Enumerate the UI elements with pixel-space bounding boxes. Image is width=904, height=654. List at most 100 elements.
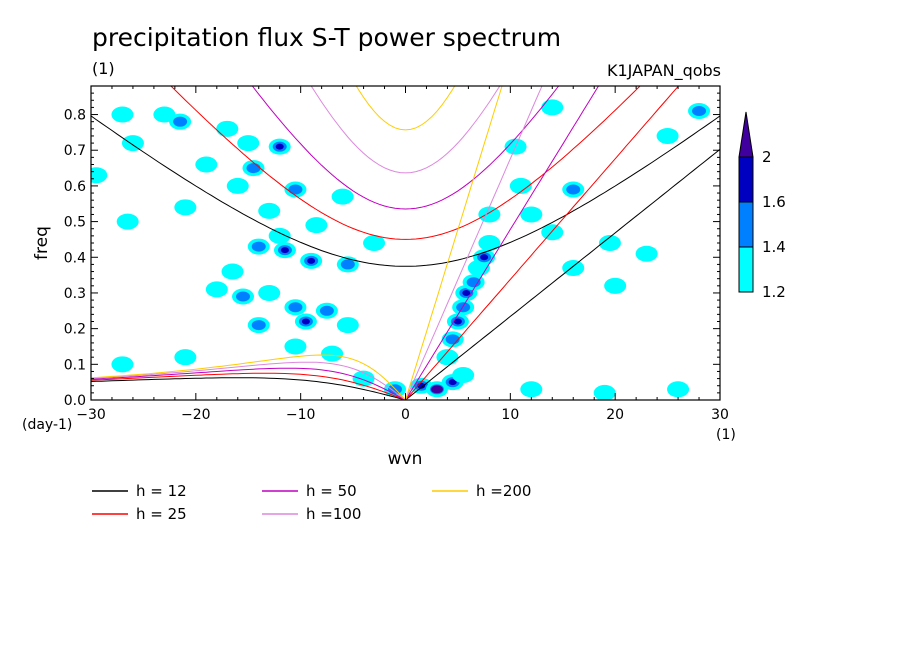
contour-blob-core bbox=[280, 247, 289, 254]
contour-blob-core bbox=[288, 302, 303, 313]
contour-blob bbox=[174, 349, 197, 366]
rossby-curve bbox=[91, 372, 406, 400]
contour-blob-core bbox=[236, 291, 251, 302]
contour-blob-core bbox=[251, 320, 266, 331]
contour-blob-core bbox=[275, 143, 284, 150]
contour-blob bbox=[541, 224, 564, 241]
x-tick-label: 30 bbox=[711, 407, 729, 423]
contour-blob bbox=[91, 167, 108, 184]
legend-label: h = 25 bbox=[136, 505, 187, 523]
contour-blob bbox=[258, 284, 281, 301]
contour-blob bbox=[226, 177, 249, 194]
contour-blob bbox=[593, 384, 616, 400]
contour-blob-core bbox=[448, 379, 457, 386]
contour-blob-core bbox=[307, 257, 316, 264]
contour-blob bbox=[258, 202, 281, 219]
contour-blob bbox=[352, 370, 375, 387]
rossby-curve bbox=[91, 361, 406, 400]
contour-blob bbox=[635, 245, 658, 262]
contour-blob-core bbox=[692, 105, 707, 116]
y-tick-label: 0.6 bbox=[64, 179, 86, 195]
contour-blob bbox=[541, 99, 564, 116]
contour-blob bbox=[221, 263, 244, 280]
x-unit-label: (1) bbox=[716, 427, 736, 443]
contour-blob-core bbox=[319, 305, 334, 316]
colorbar-label: 1.2 bbox=[762, 283, 786, 301]
kelvin-curve bbox=[405, 86, 543, 400]
contour-blob bbox=[237, 135, 260, 152]
contour-blob-core bbox=[288, 184, 303, 195]
contour-blob bbox=[111, 106, 134, 123]
contour-blob bbox=[436, 349, 459, 366]
contour-blob bbox=[331, 188, 354, 205]
contour-blob bbox=[116, 213, 139, 230]
x-tick-label: −20 bbox=[181, 407, 211, 423]
y-tick-label: 0.1 bbox=[64, 357, 86, 373]
colorbar: 2 1.6 1.4 1.2 bbox=[738, 111, 786, 301]
y-tick-label: 0.2 bbox=[64, 322, 86, 338]
y-tick-label: 0.5 bbox=[64, 215, 86, 231]
contour-blob bbox=[478, 235, 501, 251]
x-tick-label: 20 bbox=[606, 407, 624, 423]
gravity-curve bbox=[355, 86, 456, 131]
contour-blob-core bbox=[340, 259, 355, 270]
contour-blob-core bbox=[301, 318, 310, 325]
contour-blob bbox=[205, 281, 228, 298]
contour-blob-core bbox=[453, 318, 462, 325]
legend-label: h = 12 bbox=[136, 482, 187, 500]
y-tick-label: 0.4 bbox=[64, 250, 86, 266]
contour-blob bbox=[667, 381, 690, 398]
legend-label: h =200 bbox=[476, 482, 531, 500]
contour-blob-core bbox=[480, 254, 489, 261]
y-tick-label: 0.3 bbox=[64, 286, 86, 302]
axis-ticks: −30 −20 −10 0 10 20 30 0.0 0.1 0.2 0.3 0.4 0.5 0.6 0.7… bbox=[64, 86, 729, 423]
contour-blob-core bbox=[466, 277, 481, 288]
contour-fill-layer bbox=[91, 99, 711, 400]
contour-blob-core bbox=[566, 184, 581, 195]
contour-blob bbox=[111, 356, 134, 373]
colorbar-box bbox=[738, 156, 754, 203]
legend-label: h =100 bbox=[306, 505, 361, 523]
contour-blob bbox=[363, 235, 386, 251]
contour-blob bbox=[305, 217, 328, 234]
y-unit-label: (day-1) bbox=[22, 417, 72, 433]
contour-blob-core bbox=[462, 289, 471, 296]
x-tick-label: −10 bbox=[286, 407, 316, 423]
contour-blob bbox=[452, 367, 475, 384]
contour-blob bbox=[336, 317, 359, 334]
kelvin-curve bbox=[405, 86, 600, 400]
contour-blob bbox=[268, 227, 291, 244]
contour-blob bbox=[520, 206, 543, 223]
kelvin-curve bbox=[405, 86, 680, 400]
colorbar-label: 2 bbox=[762, 148, 772, 166]
y-axis-label: freq bbox=[32, 226, 52, 260]
contour-blob-core bbox=[430, 385, 443, 394]
y-tick-label: 0.0 bbox=[64, 393, 86, 409]
legend: h = 12 h = 25 h = 50 h =100 h =200 bbox=[92, 482, 531, 523]
contour-blob bbox=[520, 381, 543, 398]
contour-blob bbox=[478, 206, 501, 223]
contour-blob bbox=[216, 120, 239, 137]
x-tick-label: 0 bbox=[401, 407, 410, 423]
gravity-curve bbox=[170, 86, 641, 240]
contour-blob bbox=[598, 235, 621, 251]
contour-blob bbox=[656, 127, 679, 144]
colorbar-triangle bbox=[738, 111, 754, 158]
rossby-curve bbox=[91, 367, 406, 400]
dispersion-curves-layer bbox=[91, 86, 720, 400]
gravity-curve bbox=[310, 86, 501, 174]
contour-blob bbox=[604, 277, 627, 294]
x-tick-label: −30 bbox=[76, 407, 106, 423]
gravity-curve bbox=[251, 86, 560, 210]
contour-blob-core bbox=[456, 302, 471, 313]
contour-blob-core bbox=[251, 241, 266, 252]
colorbar-box bbox=[738, 201, 754, 248]
colorbar-label: 1.4 bbox=[762, 238, 786, 256]
contour-blob bbox=[121, 135, 144, 152]
y-tick-label: 0.7 bbox=[64, 143, 86, 159]
chart-title: precipitation flux S-T power spectrum bbox=[92, 23, 561, 52]
contour-blob-core bbox=[173, 116, 188, 127]
kelvin-curve bbox=[405, 148, 720, 400]
contour-blob bbox=[153, 106, 176, 123]
